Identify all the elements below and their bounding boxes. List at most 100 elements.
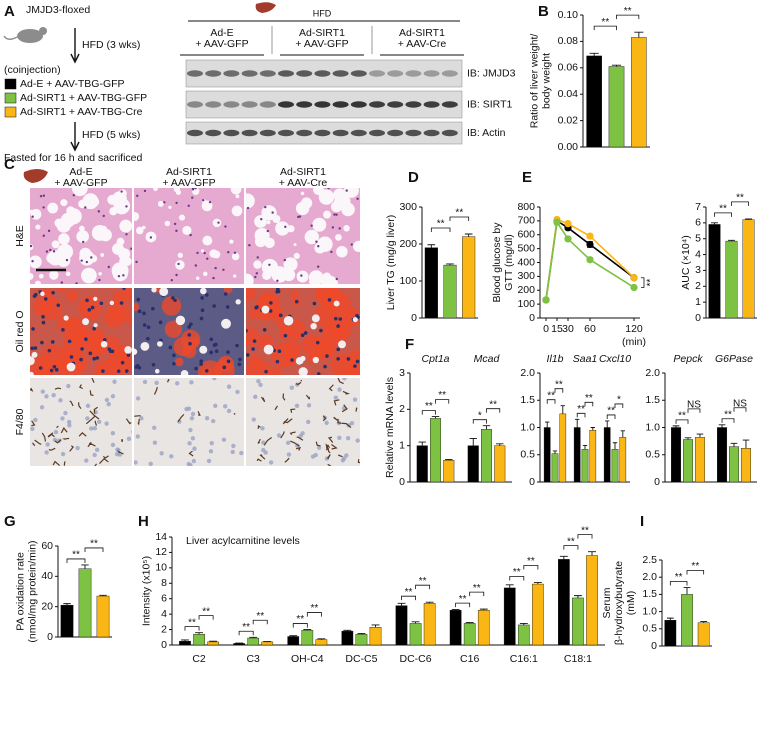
error-bar [397,602,406,606]
column-label: + AAV-Cre [279,177,328,189]
nucleus [194,188,197,190]
error-bar [545,421,550,428]
bar [725,240,738,319]
nucleus [135,434,140,439]
nucleus [300,274,303,277]
bar [477,610,490,646]
macrophage [78,402,82,409]
lipid-droplet [209,249,218,258]
bar [463,623,476,646]
nucleus [175,381,180,386]
nucleus [315,340,320,345]
row-label: F4/80 [14,408,26,435]
significance-label: ** [242,622,250,633]
nucleus [355,438,360,443]
blot-band [241,129,258,137]
error-bar [742,439,750,449]
nucleus [31,259,34,263]
significance-bracket [733,407,747,412]
significance-label: ** [547,390,555,401]
nucleus [227,251,230,254]
macrophage [337,418,342,424]
macrophage [78,432,87,437]
significance-label: ** [678,411,686,422]
lipid-droplet [230,188,242,195]
nucleus [253,394,258,400]
nucleus [212,304,216,308]
space [151,288,157,293]
error-bar [745,218,752,220]
y-tick-label: 4 [695,248,701,260]
nucleus [110,442,116,448]
nucleus [277,349,282,354]
blot-band [369,101,385,108]
blot-band [259,70,276,77]
bar [603,427,611,483]
nucleus [316,265,320,268]
nucleus [251,347,255,351]
significance-label: ** [188,617,196,628]
macrophage [99,457,109,464]
blot-row-label: IB: JMJD3 [467,67,516,79]
point [586,240,594,249]
error-bar [99,594,107,597]
nucleus [188,341,192,346]
lipid-stain [246,288,256,301]
y-tick-label: 1.0 [520,421,535,433]
nucleus [175,273,178,277]
lipid-droplet [300,191,305,196]
nucleus [85,416,90,421]
nucleus [261,447,266,453]
error-bar [573,595,582,598]
significance-bracket [606,414,616,419]
y-tick-label: 0.5 [520,449,535,461]
nucleus [82,240,85,244]
y-tick-label: 60 [41,540,53,552]
y-tick-label: 0 [411,312,417,324]
y-tick-label: 1.0 [642,605,657,617]
histology-image [246,288,360,375]
nucleus [353,364,357,368]
nucleus [120,360,125,365]
nucleus [42,206,45,209]
mouse-icon [3,27,47,43]
bar [179,640,191,646]
nucleus [45,442,50,447]
nucleus [136,194,139,198]
macrophage [284,457,290,463]
nucleus [112,379,117,384]
space [93,296,98,302]
y-tick-label: 2 [161,623,167,635]
nucleus [300,333,305,338]
significance-label: ** [624,6,632,17]
y-tick-label: 2.0 [645,367,660,379]
nucleus [212,276,215,280]
nucleus [67,339,72,344]
macrophage [85,415,96,425]
y-tick-label: 2 [399,403,405,415]
lipid-stain [249,307,261,319]
blot-row-label: IB: Actin [467,127,506,139]
nucleus [208,449,214,454]
nucleus [152,440,158,445]
nucleus [39,405,45,410]
lipid-droplet [254,215,267,228]
bar [532,583,544,646]
bar [740,448,751,483]
y-axis-label: (mM) [625,591,637,616]
y-tick-label: 1 [399,439,405,451]
nucleus [146,336,150,341]
legend-swatch [4,78,17,90]
lipid-droplet [175,260,185,270]
space [333,300,340,307]
significance-bracket [198,615,214,620]
blot-band [441,70,458,77]
lipid-droplet [231,205,243,217]
row-label: Oil red O [14,310,26,352]
nucleus [143,189,147,193]
error-bar [63,603,71,606]
histology-content [246,378,360,466]
error-bar [465,622,474,624]
space [66,362,76,372]
